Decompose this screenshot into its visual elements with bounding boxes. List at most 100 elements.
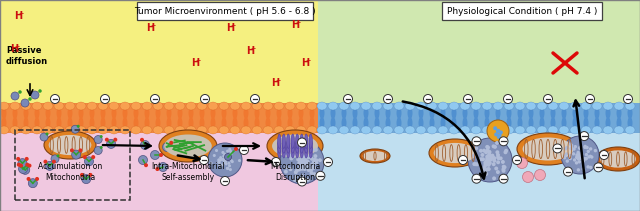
Ellipse shape — [111, 107, 116, 119]
Ellipse shape — [305, 163, 308, 167]
Ellipse shape — [44, 160, 47, 164]
Ellipse shape — [589, 155, 592, 158]
Ellipse shape — [35, 177, 39, 181]
Ellipse shape — [298, 177, 307, 186]
Ellipse shape — [175, 126, 185, 134]
Ellipse shape — [297, 168, 301, 172]
Ellipse shape — [372, 126, 382, 134]
Ellipse shape — [471, 126, 481, 134]
Text: +: + — [305, 58, 310, 63]
Ellipse shape — [100, 95, 109, 104]
Text: Accumulation on
Mitochondria: Accumulation on Mitochondria — [38, 162, 102, 182]
Ellipse shape — [484, 168, 488, 172]
Ellipse shape — [312, 166, 316, 169]
Ellipse shape — [405, 102, 415, 110]
Ellipse shape — [1, 117, 6, 129]
Ellipse shape — [491, 155, 495, 159]
Ellipse shape — [230, 102, 240, 110]
Ellipse shape — [296, 158, 300, 161]
Ellipse shape — [208, 143, 242, 177]
Ellipse shape — [339, 126, 349, 134]
Ellipse shape — [309, 168, 313, 172]
Ellipse shape — [383, 102, 393, 110]
Bar — [318, 103, 640, 133]
Ellipse shape — [483, 168, 487, 172]
Ellipse shape — [328, 126, 338, 134]
Ellipse shape — [223, 158, 226, 161]
Ellipse shape — [589, 147, 593, 151]
Ellipse shape — [548, 126, 558, 134]
Ellipse shape — [200, 95, 209, 104]
Ellipse shape — [372, 102, 382, 110]
Ellipse shape — [100, 117, 106, 129]
Ellipse shape — [200, 107, 205, 119]
Ellipse shape — [495, 141, 499, 145]
Ellipse shape — [51, 155, 59, 163]
Ellipse shape — [229, 150, 232, 153]
Ellipse shape — [374, 117, 380, 129]
Ellipse shape — [484, 107, 490, 119]
Ellipse shape — [45, 117, 51, 129]
Ellipse shape — [481, 153, 484, 157]
Ellipse shape — [472, 137, 481, 146]
Ellipse shape — [570, 144, 573, 147]
Ellipse shape — [482, 149, 486, 153]
Ellipse shape — [35, 117, 40, 129]
Ellipse shape — [13, 107, 17, 119]
Ellipse shape — [361, 102, 371, 110]
Text: H: H — [14, 11, 22, 21]
Ellipse shape — [485, 162, 489, 166]
Ellipse shape — [506, 117, 511, 129]
Ellipse shape — [274, 126, 284, 134]
Ellipse shape — [496, 129, 500, 133]
Text: H: H — [301, 58, 309, 68]
Ellipse shape — [223, 158, 226, 161]
Ellipse shape — [559, 126, 569, 134]
Ellipse shape — [51, 95, 60, 104]
Ellipse shape — [300, 167, 304, 171]
Ellipse shape — [600, 150, 609, 160]
Ellipse shape — [298, 161, 301, 165]
Ellipse shape — [100, 107, 106, 119]
Ellipse shape — [475, 162, 479, 166]
Ellipse shape — [474, 162, 477, 166]
Ellipse shape — [487, 120, 509, 142]
Text: H: H — [271, 78, 279, 88]
Text: +: + — [250, 46, 255, 51]
Ellipse shape — [228, 153, 232, 156]
Ellipse shape — [474, 146, 478, 150]
Ellipse shape — [80, 173, 84, 177]
Ellipse shape — [219, 102, 229, 110]
Ellipse shape — [225, 153, 227, 156]
Ellipse shape — [486, 158, 490, 162]
Ellipse shape — [300, 174, 304, 178]
Ellipse shape — [471, 102, 481, 110]
Ellipse shape — [276, 107, 282, 119]
Ellipse shape — [468, 138, 512, 182]
Ellipse shape — [570, 147, 573, 150]
Ellipse shape — [272, 134, 318, 158]
Ellipse shape — [578, 146, 581, 150]
Ellipse shape — [301, 158, 305, 162]
Ellipse shape — [492, 162, 496, 166]
Ellipse shape — [1, 107, 6, 119]
Ellipse shape — [255, 107, 259, 119]
Ellipse shape — [397, 117, 401, 129]
Ellipse shape — [35, 107, 40, 119]
Ellipse shape — [223, 153, 226, 156]
Ellipse shape — [486, 146, 490, 150]
Ellipse shape — [310, 171, 314, 175]
Ellipse shape — [65, 126, 75, 134]
Ellipse shape — [330, 107, 335, 119]
Ellipse shape — [577, 157, 580, 160]
Ellipse shape — [487, 157, 492, 161]
Ellipse shape — [564, 147, 567, 150]
Ellipse shape — [88, 173, 92, 177]
Ellipse shape — [227, 162, 230, 165]
Ellipse shape — [282, 144, 285, 158]
Ellipse shape — [243, 107, 248, 119]
Ellipse shape — [579, 152, 582, 156]
Ellipse shape — [223, 158, 226, 161]
Ellipse shape — [317, 126, 327, 134]
Ellipse shape — [310, 148, 314, 152]
